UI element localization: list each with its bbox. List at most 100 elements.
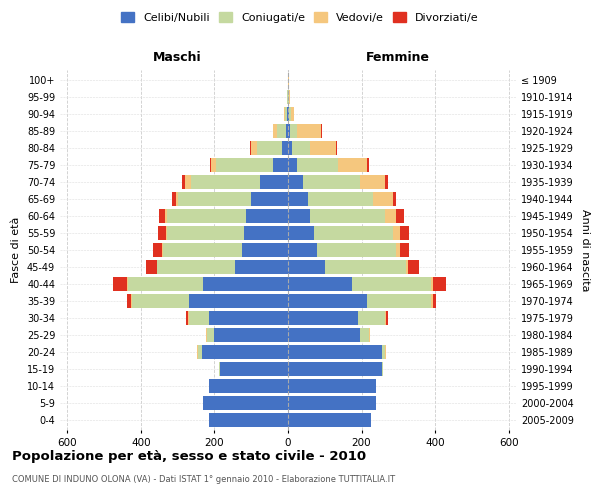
Bar: [176, 192, 178, 206]
Bar: [433, 277, 446, 291]
Bar: [219, 362, 220, 376]
Text: Femmine: Femmine: [367, 51, 430, 64]
Bar: [310, 209, 385, 223]
Bar: [235, 260, 288, 274]
Bar: [289, 108, 290, 121]
Bar: [289, 90, 290, 104]
Bar: [290, 124, 297, 138]
Bar: [203, 277, 288, 291]
Bar: [283, 142, 288, 155]
Bar: [397, 243, 400, 257]
Bar: [220, 362, 288, 376]
Bar: [287, 108, 288, 121]
Bar: [127, 294, 131, 308]
Bar: [288, 176, 303, 189]
Bar: [358, 311, 385, 324]
Bar: [285, 108, 287, 121]
Bar: [284, 108, 285, 121]
Bar: [251, 192, 288, 206]
Bar: [186, 311, 188, 324]
Bar: [431, 277, 433, 291]
Bar: [288, 192, 308, 206]
Bar: [321, 124, 322, 138]
Bar: [288, 277, 352, 291]
Bar: [288, 260, 325, 274]
Bar: [189, 294, 288, 308]
Bar: [288, 362, 382, 376]
Bar: [211, 158, 216, 172]
Bar: [338, 158, 367, 172]
Bar: [385, 311, 386, 324]
Bar: [393, 226, 400, 240]
Bar: [152, 243, 162, 257]
Bar: [292, 142, 310, 155]
Bar: [209, 413, 288, 426]
Bar: [214, 328, 288, 342]
Bar: [260, 176, 288, 189]
Y-axis label: Anni di nascita: Anni di nascita: [580, 209, 590, 291]
Bar: [288, 328, 360, 342]
Bar: [242, 243, 288, 257]
Bar: [288, 142, 292, 155]
Bar: [288, 413, 371, 426]
Bar: [297, 124, 321, 138]
Bar: [288, 226, 314, 240]
Bar: [288, 294, 367, 308]
Bar: [202, 345, 288, 358]
Legend: Celibi/Nubili, Coniugati/e, Vedovi/e, Divorziati/e: Celibi/Nubili, Coniugati/e, Vedovi/e, Di…: [117, 8, 483, 28]
Bar: [272, 124, 273, 138]
Bar: [369, 328, 370, 342]
Bar: [367, 158, 369, 172]
Bar: [288, 379, 376, 392]
Bar: [288, 108, 289, 121]
Bar: [185, 176, 191, 189]
Bar: [113, 277, 127, 291]
Bar: [209, 311, 288, 324]
Bar: [197, 345, 198, 358]
Bar: [172, 192, 176, 206]
Bar: [407, 260, 419, 274]
Bar: [288, 311, 358, 324]
Bar: [277, 124, 286, 138]
Bar: [393, 192, 397, 206]
Bar: [203, 396, 288, 409]
Bar: [360, 328, 369, 342]
Bar: [182, 176, 185, 189]
Bar: [288, 243, 317, 257]
Bar: [385, 176, 388, 189]
Bar: [288, 345, 382, 358]
Bar: [250, 142, 251, 155]
Bar: [325, 260, 406, 274]
Bar: [288, 396, 376, 409]
Bar: [162, 243, 163, 257]
Bar: [360, 176, 385, 189]
Bar: [189, 311, 209, 324]
Bar: [314, 226, 393, 240]
Bar: [273, 158, 288, 172]
Bar: [382, 362, 383, 376]
Text: COMUNE DI INDUNO OLONA (VA) - Dati ISTAT 1° gennaio 2010 - Elaborazione TUTTITAL: COMUNE DI INDUNO OLONA (VA) - Dati ISTAT…: [12, 475, 395, 484]
Bar: [166, 226, 167, 240]
Bar: [336, 142, 337, 155]
Bar: [128, 277, 203, 291]
Bar: [397, 209, 404, 223]
Bar: [286, 124, 288, 138]
Bar: [207, 328, 214, 342]
Bar: [178, 192, 251, 206]
Bar: [385, 209, 397, 223]
Text: Maschi: Maschi: [154, 51, 202, 64]
Bar: [288, 158, 297, 172]
Bar: [165, 209, 167, 223]
Bar: [382, 345, 385, 358]
Bar: [198, 345, 202, 358]
Bar: [310, 142, 336, 155]
Bar: [206, 328, 207, 342]
Bar: [273, 124, 277, 138]
Bar: [297, 158, 338, 172]
Bar: [317, 243, 397, 257]
Bar: [257, 142, 283, 155]
Bar: [158, 226, 166, 240]
Bar: [131, 294, 132, 308]
Bar: [167, 226, 244, 240]
Bar: [146, 260, 157, 274]
